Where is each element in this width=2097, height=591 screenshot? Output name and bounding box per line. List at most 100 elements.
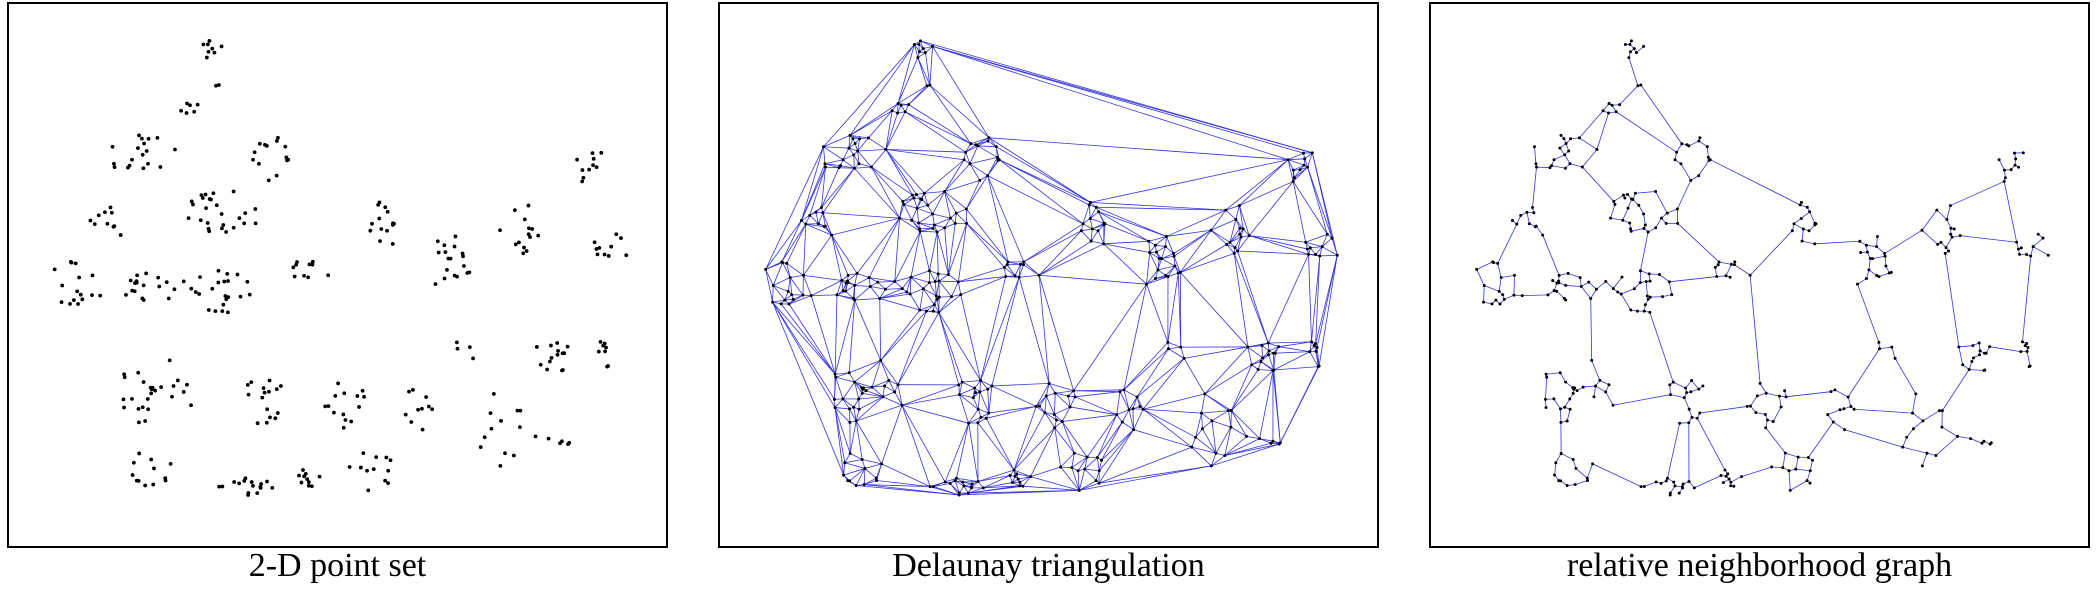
data-point bbox=[267, 389, 271, 394]
graph-edge bbox=[1876, 236, 1878, 247]
data-point bbox=[1629, 308, 1633, 312]
graph-edge bbox=[1247, 346, 1253, 365]
graph-edge bbox=[1098, 429, 1134, 484]
graph-edge bbox=[1857, 284, 1880, 343]
data-point bbox=[1586, 478, 1590, 482]
data-point bbox=[310, 259, 315, 264]
data-point bbox=[1701, 384, 1705, 388]
graph-edge bbox=[1582, 166, 1615, 202]
graph-edge bbox=[999, 159, 1091, 203]
data-point bbox=[783, 298, 787, 302]
data-point bbox=[1552, 289, 1556, 293]
graph-edge bbox=[980, 380, 993, 387]
data-point bbox=[1153, 243, 1157, 247]
data-point bbox=[987, 136, 991, 140]
data-point bbox=[1037, 404, 1041, 408]
data-point bbox=[1667, 280, 1671, 284]
data-point bbox=[549, 343, 553, 348]
graph-edge bbox=[855, 420, 882, 465]
graph-edge bbox=[1088, 204, 1091, 219]
graph-edge bbox=[836, 290, 846, 296]
data-point bbox=[1512, 273, 1516, 277]
graph-edge bbox=[1622, 208, 1629, 221]
graph-edge bbox=[1261, 345, 1263, 358]
data-point bbox=[1808, 469, 1812, 473]
data-point bbox=[1527, 222, 1531, 226]
graph-edge bbox=[1233, 253, 1269, 344]
graph-edge bbox=[923, 46, 933, 49]
data-point bbox=[385, 209, 390, 214]
graph-edge bbox=[959, 394, 979, 410]
data-point bbox=[1648, 310, 1652, 314]
graph-edge bbox=[1191, 446, 1212, 467]
data-point bbox=[1958, 234, 1962, 238]
data-point bbox=[1475, 267, 1479, 271]
data-point bbox=[1166, 275, 1170, 279]
graph-edge bbox=[923, 193, 929, 206]
data-point bbox=[1805, 205, 1809, 209]
data-point bbox=[1852, 407, 1856, 411]
data-point bbox=[527, 226, 531, 231]
graph-edge bbox=[1204, 346, 1249, 395]
data-point bbox=[252, 150, 257, 155]
data-point bbox=[249, 480, 254, 484]
graph-edge bbox=[987, 175, 1084, 225]
data-point bbox=[925, 84, 929, 88]
graph-edge bbox=[862, 392, 884, 398]
data-point bbox=[204, 206, 208, 211]
data-point bbox=[1598, 378, 1602, 382]
graph-edge bbox=[902, 197, 914, 202]
data-point bbox=[1160, 257, 1164, 261]
data-point bbox=[1097, 481, 1101, 485]
data-point bbox=[764, 267, 768, 271]
data-point bbox=[144, 271, 149, 276]
graph-edge bbox=[1714, 267, 1718, 277]
data-point bbox=[855, 271, 859, 275]
graph-edge bbox=[1602, 103, 1610, 112]
data-point bbox=[1594, 384, 1598, 388]
data-point bbox=[884, 147, 888, 151]
graph-edge bbox=[885, 149, 917, 195]
data-point bbox=[1553, 473, 1557, 477]
graph-edge bbox=[1013, 412, 1046, 471]
graph-edge bbox=[1655, 217, 1662, 228]
graph-edge bbox=[1022, 485, 1080, 491]
data-point bbox=[599, 150, 604, 155]
data-point bbox=[1637, 203, 1641, 207]
data-point bbox=[1877, 347, 1881, 351]
data-point bbox=[295, 260, 299, 264]
data-point bbox=[247, 292, 252, 297]
data-point bbox=[1314, 349, 1318, 353]
data-point bbox=[1544, 372, 1548, 376]
graph-edge bbox=[1018, 264, 1021, 278]
data-point bbox=[1579, 285, 1583, 289]
graph-edge bbox=[897, 310, 927, 385]
graph-edge bbox=[980, 412, 990, 418]
graph-edge bbox=[1636, 46, 1644, 53]
graph-edge bbox=[1567, 272, 1581, 279]
data-point bbox=[1665, 211, 1669, 215]
graph-edge bbox=[1484, 285, 1500, 292]
graph-edge bbox=[831, 234, 843, 281]
graph-edge bbox=[853, 154, 860, 164]
graph-edge bbox=[1097, 230, 1105, 244]
data-point bbox=[77, 275, 82, 280]
data-point bbox=[341, 412, 346, 417]
data-point bbox=[848, 451, 852, 455]
data-point bbox=[962, 484, 966, 488]
graph-edge bbox=[1155, 269, 1159, 279]
graph-edge bbox=[857, 138, 860, 152]
graph-edge bbox=[1079, 482, 1100, 491]
graph-edge bbox=[1202, 420, 1213, 430]
graph-edge bbox=[1793, 218, 1802, 225]
data-point bbox=[231, 189, 236, 194]
data-point bbox=[1944, 246, 1948, 250]
data-point bbox=[1673, 484, 1677, 488]
data-point bbox=[1307, 252, 1311, 256]
graph-edge bbox=[834, 407, 850, 410]
data-point bbox=[1068, 405, 1072, 409]
data-point bbox=[596, 349, 601, 354]
data-point bbox=[1127, 408, 1131, 412]
graph-edge bbox=[1946, 205, 1951, 220]
data-point bbox=[235, 272, 240, 277]
